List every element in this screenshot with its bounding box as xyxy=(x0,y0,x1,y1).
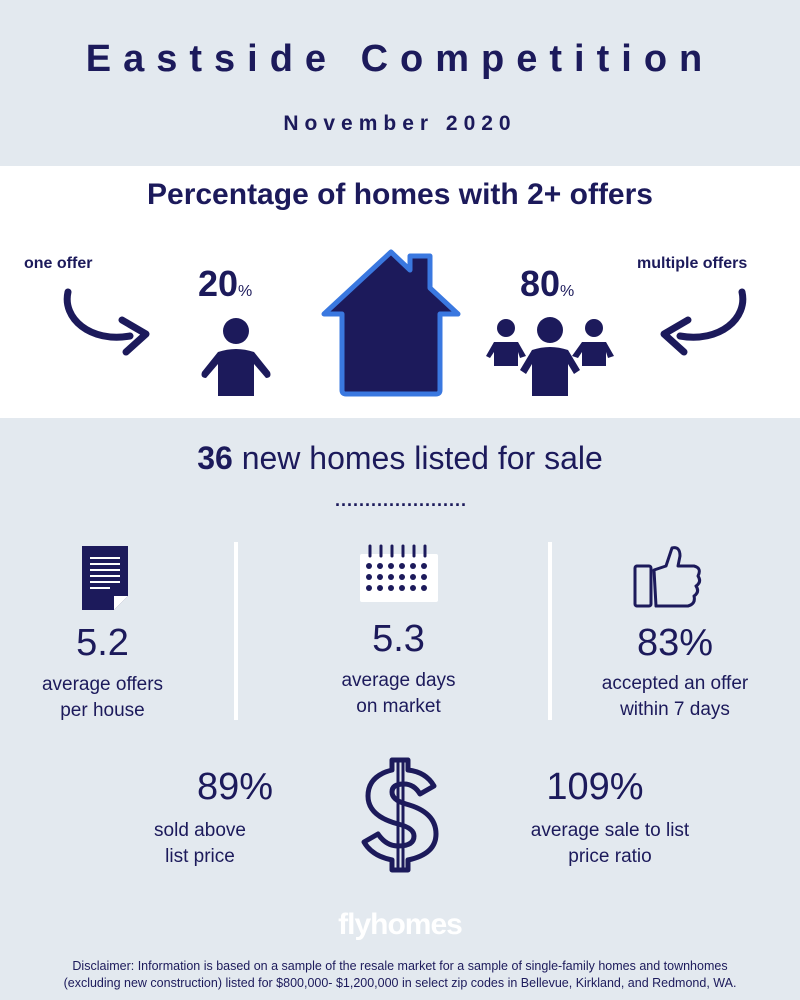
stat-label-line: average sale to list xyxy=(530,820,690,841)
stat-label-line: within 7 days xyxy=(620,699,730,720)
person-icon xyxy=(201,318,271,396)
stat-label-line: average offers xyxy=(41,674,164,695)
multiple-offers-label: multiple offers xyxy=(637,255,748,272)
stat-label-line: average days xyxy=(341,670,456,691)
group-icon xyxy=(486,317,614,396)
dotted-divider: ...................... xyxy=(334,490,468,510)
offers-title: Percentage of homes with 2+ offers xyxy=(147,178,653,211)
stat-value: 5.2 xyxy=(76,622,129,664)
page-subtitle: November 2020 xyxy=(283,112,517,135)
one-offer-value: 20 xyxy=(198,263,239,304)
stat-label-line: on market xyxy=(356,696,441,717)
stat-label: average sale to list price ratio xyxy=(500,818,720,870)
stat-label-line: price ratio xyxy=(568,846,652,867)
multiple-offers-value: 80 xyxy=(520,263,561,304)
stat-value: 109% xyxy=(546,766,644,808)
stat-label-line: per house xyxy=(60,700,145,721)
house-icon xyxy=(321,249,461,397)
percent-sign: % xyxy=(560,283,575,300)
stat-label: accepted an offer within 7 days xyxy=(570,671,780,723)
stat-value: 89% xyxy=(196,766,274,808)
calendar-icon xyxy=(360,544,438,602)
stat-label-line: accepted an offer xyxy=(601,673,749,694)
stat-label: average offers per house xyxy=(0,672,205,724)
homes-listed-count: 36 xyxy=(197,440,233,476)
percent-sign: % xyxy=(238,283,253,300)
one-offer-percentage: 20% xyxy=(198,263,252,305)
stat-value: 83% xyxy=(636,622,714,664)
flyhomes-logo: flyhomes xyxy=(338,908,463,941)
vertical-divider xyxy=(234,542,238,720)
document-icon xyxy=(82,546,128,610)
homes-listed-text: new homes listed for sale xyxy=(241,440,603,476)
thumbs-up-icon xyxy=(633,546,702,608)
stat-value: 5.3 xyxy=(372,618,425,660)
disclaimer-line: Disclaimer: Information is based on a sa… xyxy=(72,959,728,973)
vertical-divider xyxy=(548,542,552,720)
stat-label-line: sold above xyxy=(154,820,246,841)
header-section xyxy=(0,0,800,166)
disclaimer-line: (excluding new construction) listed for … xyxy=(63,976,737,990)
multiple-offers-percentage: 80% xyxy=(520,263,574,305)
disclaimer: Disclaimer: Information is based on a sa… xyxy=(10,958,790,992)
curved-arrow-right-icon xyxy=(63,288,150,356)
homes-listed-line: 36 new homes listed for sale xyxy=(0,440,800,477)
one-offer-label: one offer xyxy=(24,255,93,272)
stat-label: average days on market xyxy=(296,668,501,720)
dollar-sign-icon xyxy=(361,757,439,873)
stat-label-line: list price xyxy=(165,846,235,867)
page-title: Eastside Competition xyxy=(85,38,715,80)
stat-label: sold above list price xyxy=(120,818,280,870)
curved-arrow-left-icon xyxy=(660,288,747,356)
